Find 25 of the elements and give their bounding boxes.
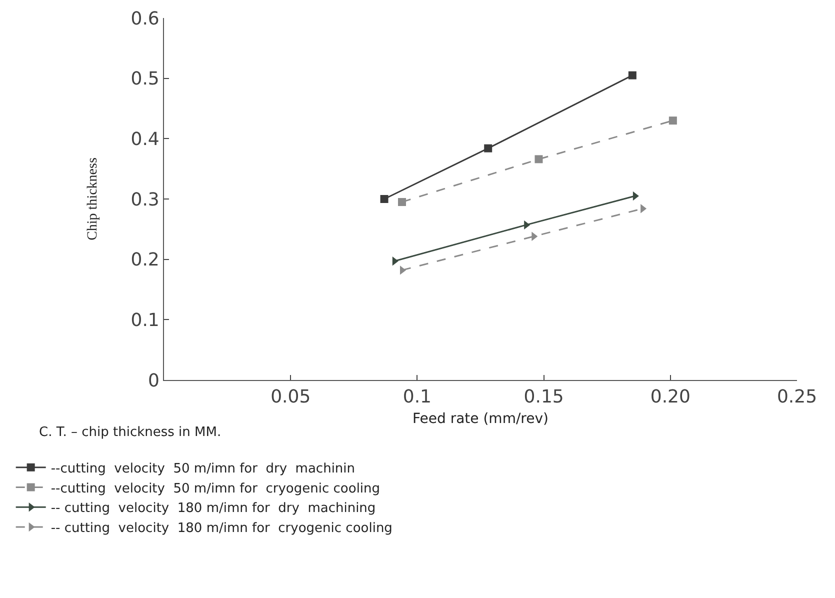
y-tick-label: 0.1 [130,310,160,331]
x-tick-label: 0.15 [524,386,564,408]
x-tick-label: 0.25 [776,386,818,408]
legend-label: --cutting velocity 50 m/imn for cryogenic cooling [50,481,380,496]
point [484,144,492,152]
y-tick-label: 0.5 [130,68,160,90]
legend-label: -- cutting velocity 180 m/imn for dry machining [50,501,376,516]
y-tick-label: 0 [148,370,160,392]
point [398,198,406,206]
y-tick-label: 0.4 [130,128,160,150]
x-tick-label: 0.20 [650,386,690,408]
text: C. T. – chip thickness in MM. [39,425,222,440]
y-tick-label: 0.2 [130,250,160,271]
legend-label: --cutting velocity 50 m/imn for dry machinin [50,461,356,476]
point [668,116,677,125]
x-tick-label: 0.05 [270,386,311,408]
y-axis-title: Chip thickness [85,158,100,240]
point [628,71,636,80]
x-tick-label: 0.1 [402,386,432,408]
x-axis-title: Feed rate (mm/rev) [412,410,549,427]
point [534,155,543,164]
y-tick-label: 0.6 [130,8,160,30]
y-tick-label: 0.3 [130,189,160,210]
point [380,195,388,203]
legend-label: -- cutting velocity 180 m/imn for cryogenic cooling [50,521,392,536]
